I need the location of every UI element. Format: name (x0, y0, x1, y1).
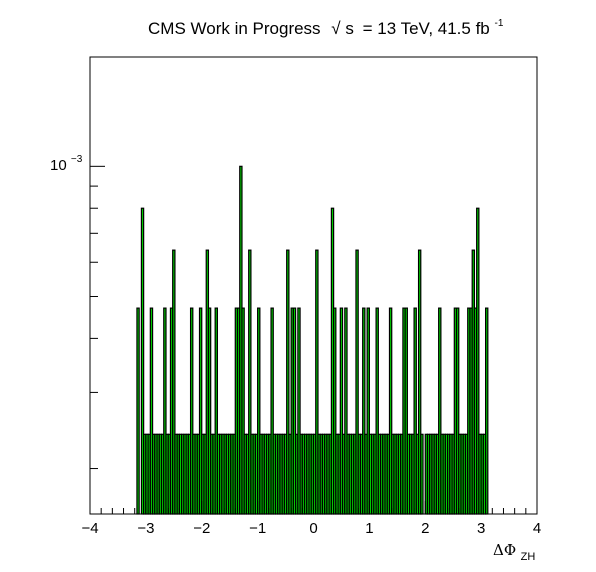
y-tick-exponent: −3 (71, 154, 83, 165)
histogram-bars (136, 165, 489, 515)
x-axis-title-symbol: ΔΦ (493, 541, 516, 559)
title-suffix: = 13 TeV, 41.5 fb (363, 19, 490, 38)
x-tick-label: 2 (421, 520, 429, 537)
x-tick-label: 1 (365, 520, 373, 537)
x-tick-label: −1 (249, 520, 266, 537)
x-tick-label: 4 (533, 520, 541, 537)
x-tick-label: −3 (137, 520, 154, 537)
x-axis-title-subscript: ZH (521, 551, 536, 563)
x-axis-ticks (89, 501, 538, 514)
histogram-bar (136, 307, 140, 515)
y-tick-label-1e-3: 10 −3 (50, 154, 83, 174)
x-axis-tick-labels: −4 −3 −2 −1 0 1 2 3 4 (81, 520, 541, 537)
sqrt-var: s (345, 19, 354, 38)
histogram-bar (485, 307, 489, 515)
x-axis-title: ΔΦ ZH (493, 541, 535, 563)
sqrt-symbol: √ (331, 19, 341, 38)
x-tick-label: −2 (193, 520, 210, 537)
title-prefix: CMS Work in Progress (148, 19, 321, 38)
x-tick-label: −4 (81, 520, 98, 537)
x-tick-label: 3 (477, 520, 485, 537)
title-suffix-exponent: -1 (495, 18, 504, 29)
y-axis-ticks (90, 165, 105, 470)
x-tick-label: 0 (309, 520, 317, 537)
histogram-bar (420, 433, 424, 515)
y-tick-base: 10 (50, 157, 67, 174)
chart-title: CMS Work in Progress √ s = 13 TeV, 41.5 … (148, 18, 504, 38)
